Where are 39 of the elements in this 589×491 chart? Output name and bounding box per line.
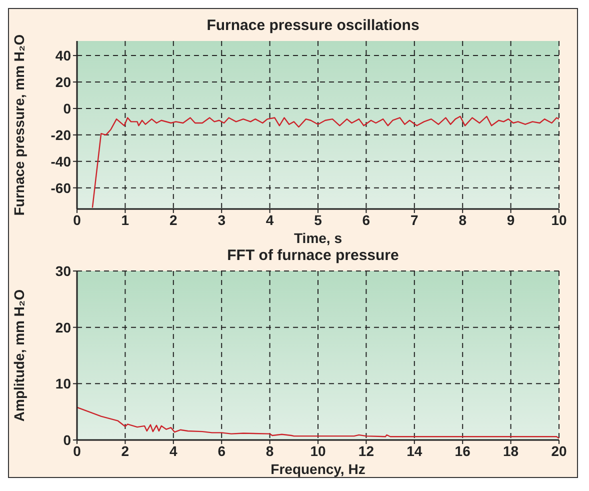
x-axis-title: Time, s — [294, 230, 342, 246]
x-tick-label: 2 — [121, 442, 130, 459]
chart-title: Furnace pressure oscillations — [206, 17, 420, 35]
x-axis-title: Frequency, Hz — [270, 461, 366, 477]
x-tick-label: 6 — [218, 442, 226, 459]
x-tick-label: 10 — [551, 212, 567, 228]
x-tick-label: 1 — [121, 212, 130, 228]
x-tick-label: 12 — [358, 442, 374, 459]
x-tick-label: 4 — [266, 212, 274, 228]
x-tick-label: 18 — [503, 442, 519, 459]
x-tick-label: 5 — [314, 212, 322, 228]
y-tick-label: 0 — [63, 100, 72, 116]
x-tick-label: 8 — [266, 442, 274, 459]
y-tick-label: 20 — [55, 319, 72, 336]
y-axis-title: Furnace pressure, mm H₂O — [10, 34, 27, 216]
chart-title: FFT of furnace pressure — [227, 247, 399, 264]
x-tick-label: 8 — [458, 212, 467, 228]
x-tick-label: 7 — [410, 212, 418, 228]
x-tick-label: 0 — [73, 212, 82, 228]
y-tick-label: -20 — [50, 126, 72, 143]
y-axis-title: Amplitude, mm H₂O — [10, 289, 27, 422]
x-tick-label: 3 — [218, 212, 226, 228]
x-tick-label: 10 — [310, 442, 326, 459]
x-tick-label: 9 — [506, 212, 515, 228]
y-tick-label: 0 — [63, 432, 72, 448]
y-tick-label: 40 — [55, 48, 72, 64]
x-tick-label: 14 — [406, 442, 422, 459]
x-tick-label: 6 — [362, 212, 370, 228]
line-series — [92, 116, 559, 208]
x-tick-label: 4 — [170, 442, 178, 459]
y-tick-label: 10 — [55, 376, 72, 392]
y-tick-label: -40 — [50, 153, 72, 170]
x-tick-label: 20 — [551, 442, 567, 459]
y-tick-label: 30 — [55, 262, 72, 279]
x-tick-label: 2 — [170, 212, 178, 228]
x-tick-label: 0 — [73, 442, 82, 459]
y-tick-label: -60 — [50, 180, 72, 196]
x-tick-label: 16 — [454, 442, 471, 459]
y-tick-label: 20 — [55, 74, 72, 90]
